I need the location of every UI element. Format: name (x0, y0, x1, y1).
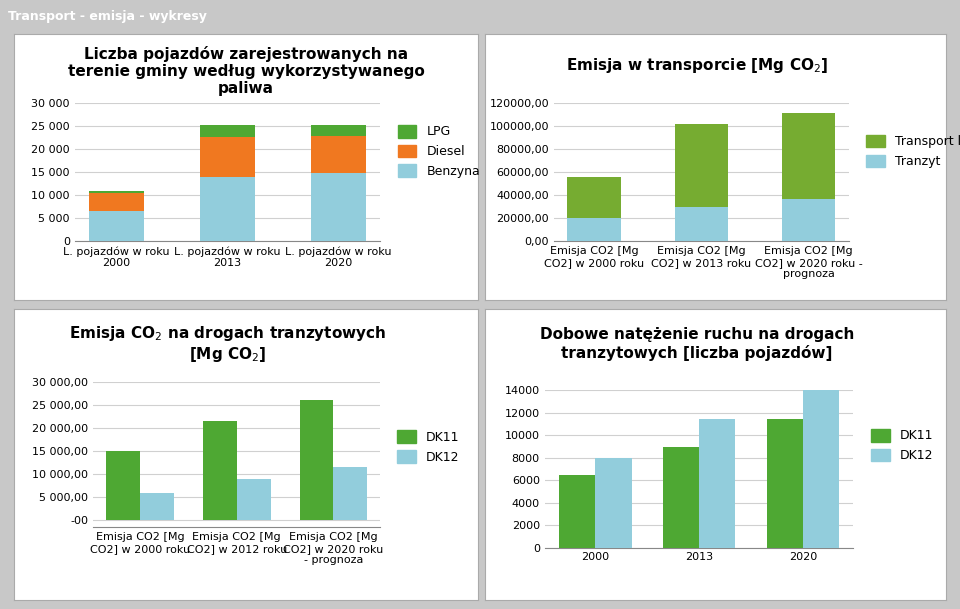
Bar (203, 421, 237, 520)
Legend: DK11, DK12: DK11, DK12 (866, 424, 938, 467)
Bar (675, 207, 729, 241)
Bar (311, 173, 367, 241)
Text: Transport - emisja - wykresy: Transport - emisja - wykresy (8, 10, 206, 23)
Bar (662, 446, 699, 547)
Bar (781, 199, 835, 241)
Bar (333, 467, 368, 520)
Legend: DK11, DK12: DK11, DK12 (393, 426, 465, 469)
Text: Emisja CO$_2$ na drogach tranzytowych
[Mg CO$_2$]: Emisja CO$_2$ na drogach tranzytowych [M… (69, 323, 386, 364)
Bar (311, 136, 367, 173)
Text: Emisja w transporcie [Mg CO$_2$]: Emisja w transporcie [Mg CO$_2$] (565, 56, 828, 76)
Bar (140, 493, 174, 520)
Bar (200, 125, 255, 136)
Bar (781, 113, 835, 199)
Legend: LPG, Diesel, Benzyna: LPG, Diesel, Benzyna (393, 120, 485, 183)
Bar (767, 418, 803, 547)
Bar (559, 474, 595, 547)
Text: Dobowe natężenie ruchu na drogach
tranzytowych [liczba pojazdów]: Dobowe natężenie ruchu na drogach tranzy… (540, 327, 854, 361)
Legend: Transport lokalny, Tranzyt: Transport lokalny, Tranzyt (861, 130, 960, 173)
Bar (88, 193, 144, 211)
Bar (237, 479, 271, 520)
Bar (107, 451, 140, 520)
Bar (567, 218, 621, 241)
Bar (803, 390, 839, 547)
Bar (88, 211, 144, 241)
Bar (567, 177, 621, 218)
Bar (675, 124, 729, 207)
Bar (200, 136, 255, 177)
Bar (88, 191, 144, 193)
Bar (300, 400, 333, 520)
Bar (311, 125, 367, 136)
Bar (595, 458, 632, 547)
Bar (699, 418, 735, 547)
Bar (200, 177, 255, 241)
Text: Liczba pojazdów zarejestrowanych na
terenie gminy według wykorzystywanego
paliwa: Liczba pojazdów zarejestrowanych na tere… (67, 46, 424, 96)
